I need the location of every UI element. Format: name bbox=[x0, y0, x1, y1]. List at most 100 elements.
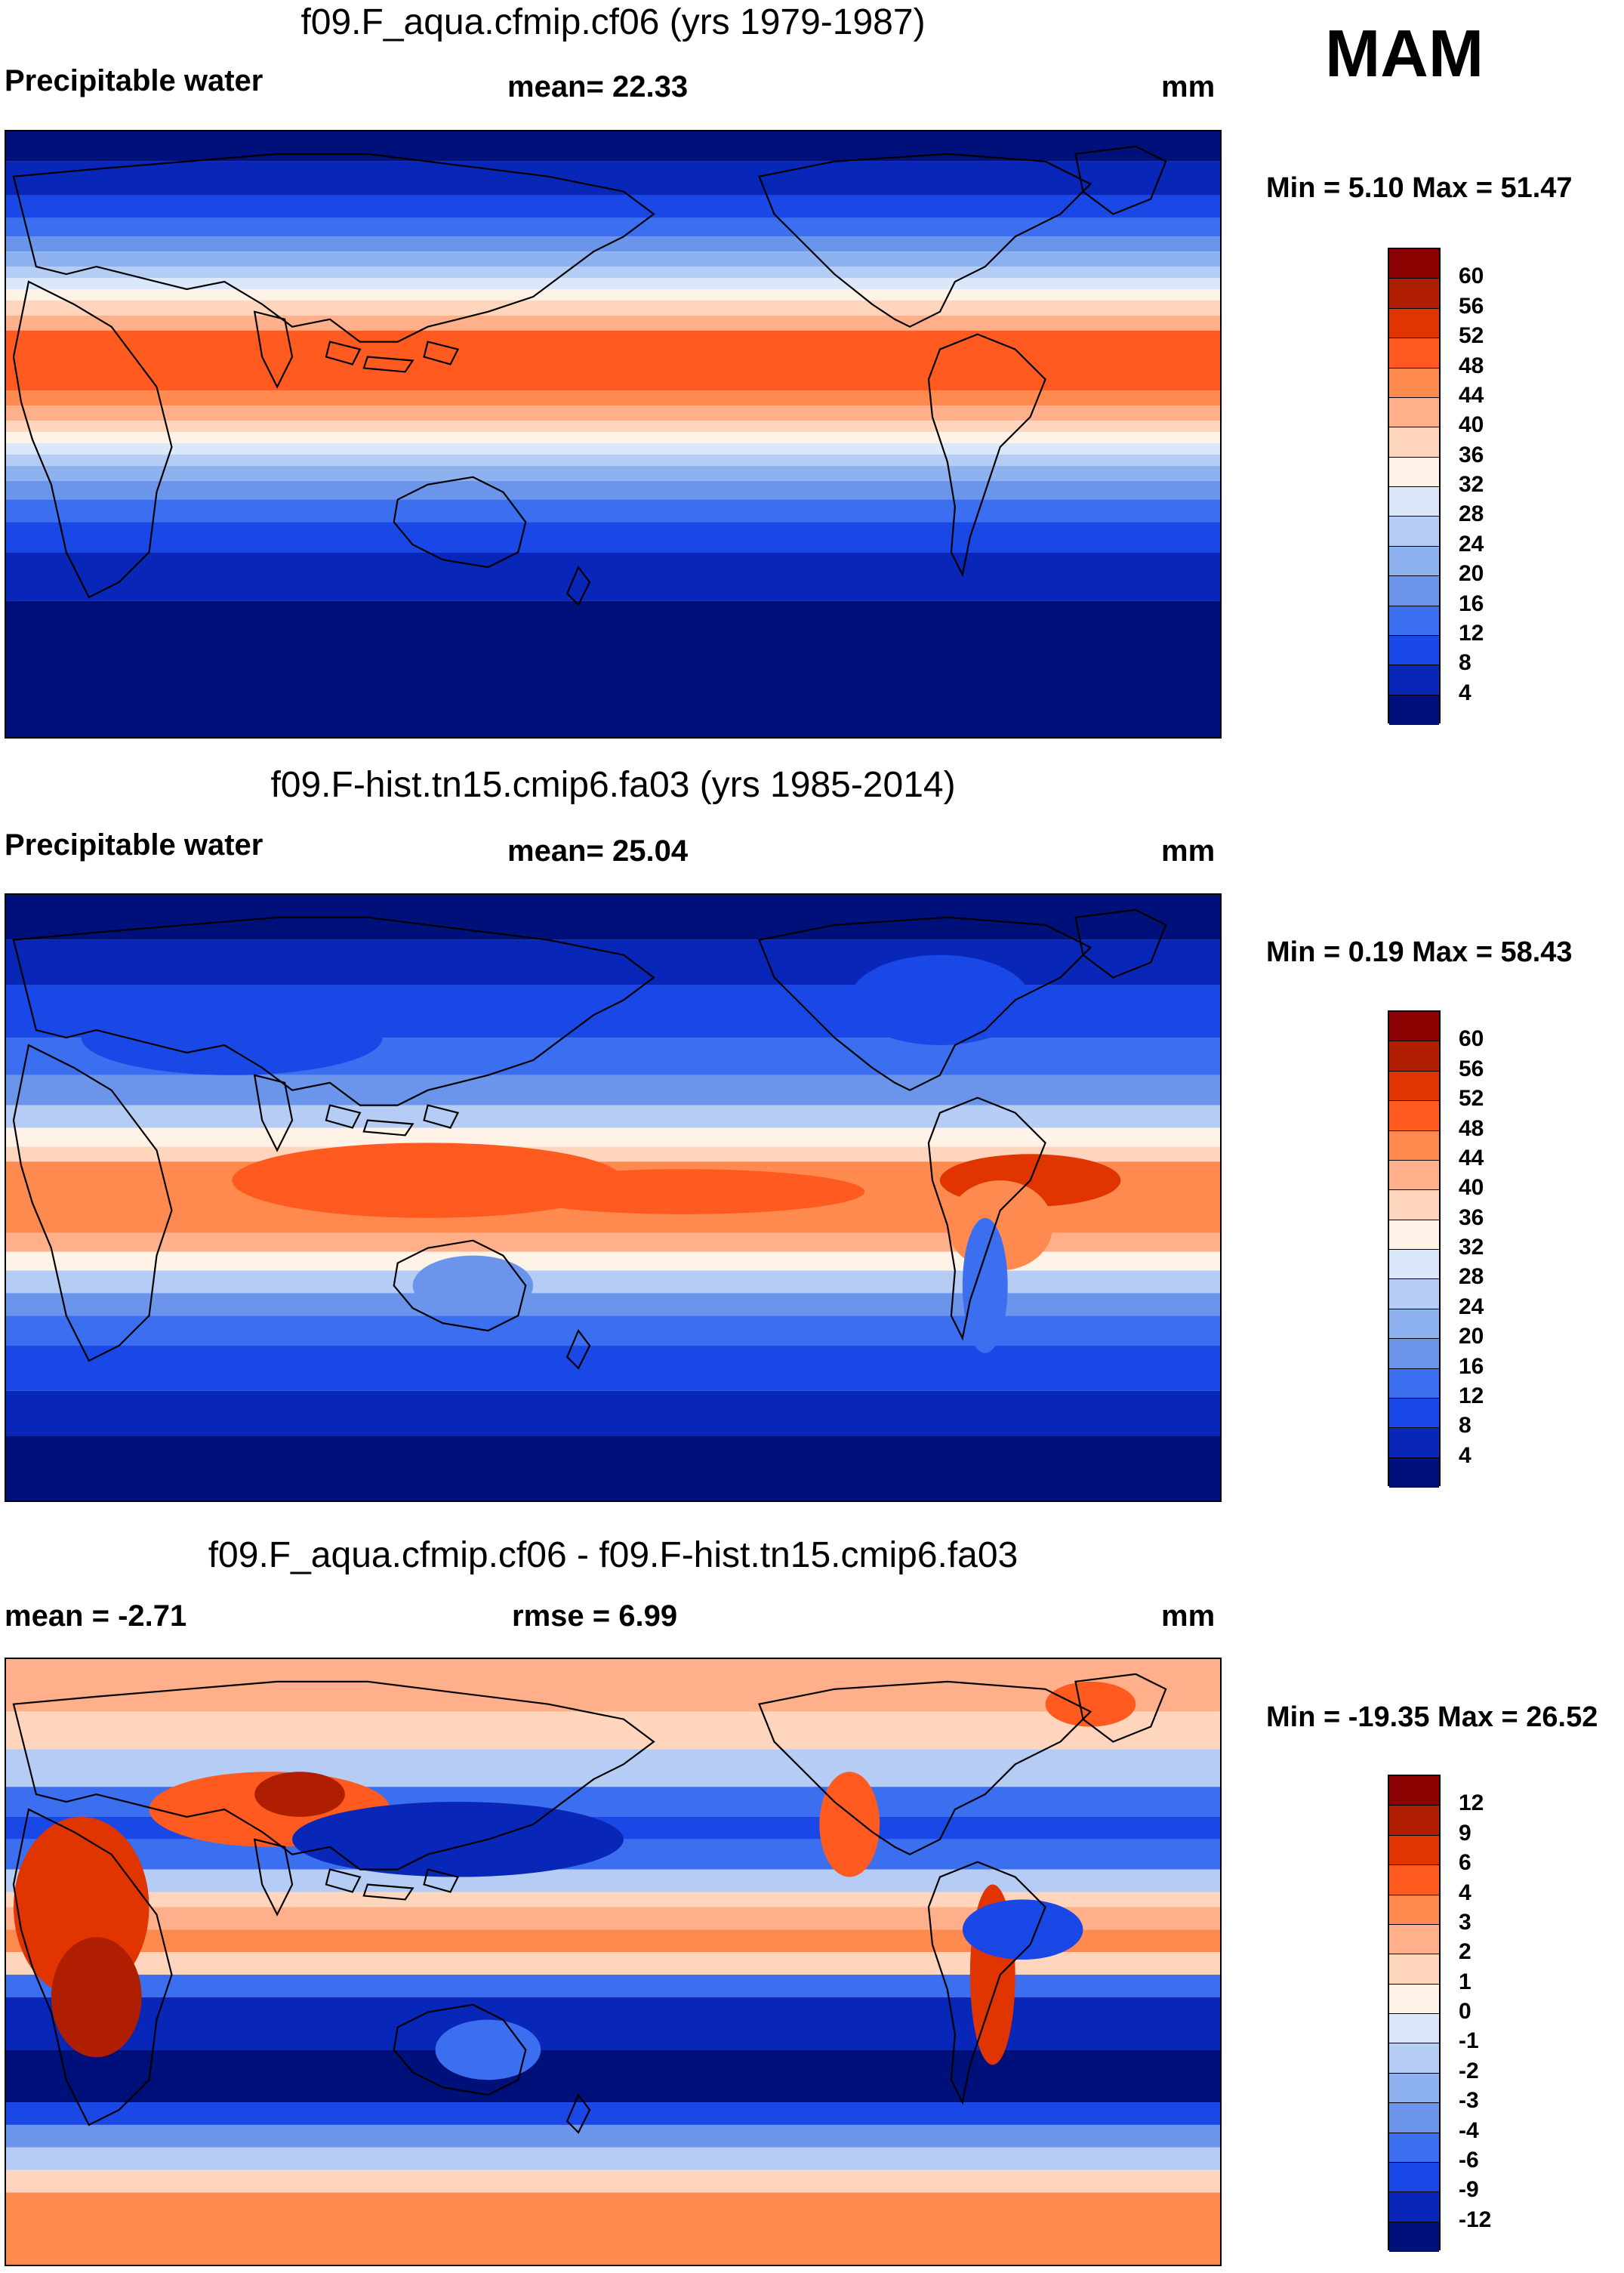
coastline-segment bbox=[565, 2093, 591, 2134]
field-band bbox=[6, 195, 1220, 218]
colorbar-tick-label: -6 bbox=[1459, 2147, 1479, 2173]
coastline-segment bbox=[12, 280, 173, 599]
colorbar-tick-label: 20 bbox=[1459, 561, 1484, 587]
coastline-segment bbox=[927, 333, 1046, 578]
colorbar-tick-label: -9 bbox=[1459, 2177, 1479, 2203]
field-band bbox=[6, 895, 1220, 940]
colorbar-swatch bbox=[1389, 1041, 1439, 1072]
colorbar-swatch bbox=[1389, 338, 1439, 369]
colorbar-swatch bbox=[1389, 517, 1439, 547]
field-band bbox=[6, 1105, 1220, 1128]
colorbar-swatch bbox=[1389, 1954, 1439, 1985]
field-band bbox=[6, 267, 1220, 279]
colorbar-swatch bbox=[1389, 279, 1439, 309]
field-band bbox=[6, 499, 1220, 523]
colorbar-tick-label: -2 bbox=[1459, 2058, 1479, 2083]
field-band bbox=[6, 465, 1220, 481]
colorbar-swatch bbox=[1389, 1130, 1439, 1161]
field-band bbox=[6, 480, 1220, 500]
field-band bbox=[6, 236, 1220, 252]
field-band bbox=[6, 406, 1220, 421]
field-band bbox=[6, 217, 1220, 237]
field-band bbox=[6, 2147, 1220, 2170]
panel-3-unit: mm bbox=[1161, 1599, 1216, 1633]
colorbar-tick-label: 24 bbox=[1459, 531, 1484, 557]
field-anomaly bbox=[254, 1772, 345, 1817]
colorbar-swatch bbox=[1389, 1398, 1439, 1429]
field-band bbox=[6, 552, 1220, 601]
panel-3-field bbox=[6, 1659, 1220, 2265]
colorbar-tick-label: 2 bbox=[1459, 1939, 1471, 1965]
panel-1-minmax: Min = 5.10 Max = 51.47 bbox=[1266, 172, 1573, 204]
colorbar-tick-label: 32 bbox=[1459, 1235, 1484, 1260]
colorbar-swatch bbox=[1389, 576, 1439, 606]
field-band bbox=[6, 2124, 1220, 2148]
colorbar-tick-label: 56 bbox=[1459, 1056, 1484, 1081]
coastline-segment bbox=[423, 341, 460, 365]
field-band bbox=[6, 1127, 1220, 1147]
colorbar-tick-label: 16 bbox=[1459, 1353, 1484, 1379]
panel-3-title: f09.F_aqua.cfmip.cf06 - f09.F-hist.tn15.… bbox=[208, 1535, 1018, 1575]
coastline-segment bbox=[393, 2003, 527, 2096]
colorbar-tick-label: 36 bbox=[1459, 442, 1484, 467]
panel-1-field bbox=[6, 131, 1220, 737]
coastline-segment bbox=[253, 310, 294, 389]
colorbar-swatch bbox=[1389, 2043, 1439, 2074]
field-band bbox=[6, 600, 1220, 737]
field-band bbox=[6, 131, 1220, 162]
colorbar-tick-label: 8 bbox=[1459, 650, 1471, 676]
colorbar-tick-label: 4 bbox=[1459, 1880, 1471, 1905]
colorbar-swatch bbox=[1389, 457, 1439, 487]
panel-1-mean-label: mean= 22.33 bbox=[507, 70, 689, 103]
colorbar-swatch bbox=[1389, 1339, 1439, 1369]
colorbar-swatch bbox=[1389, 487, 1439, 517]
coastline-segment bbox=[12, 153, 655, 343]
field-band bbox=[6, 1390, 1220, 1436]
colorbar-tick-label: 32 bbox=[1459, 472, 1484, 497]
coastline-segment bbox=[1074, 145, 1167, 215]
colorbar-swatch bbox=[1389, 1220, 1439, 1250]
field-band bbox=[6, 1997, 1220, 2050]
colorbar-swatch bbox=[1389, 546, 1439, 577]
colorbar-tick-label: 9 bbox=[1459, 1820, 1471, 1846]
panel-1-title: f09.F_aqua.cfmip.cf06 (yrs 1979-1987) bbox=[300, 2, 926, 42]
coastline-segment bbox=[758, 916, 1092, 1091]
field-band bbox=[6, 443, 1220, 455]
colorbar-tick-label: 0 bbox=[1459, 1999, 1471, 2024]
coastline-segment bbox=[12, 1044, 173, 1362]
coastline-segment bbox=[325, 1868, 362, 1893]
colorbar-swatch bbox=[1389, 635, 1439, 666]
field-band bbox=[6, 1315, 1220, 1346]
field-band bbox=[6, 522, 1220, 553]
colorbar-swatch bbox=[1389, 2222, 1439, 2252]
field-anomaly bbox=[412, 1255, 534, 1316]
coastlines bbox=[12, 908, 1167, 1370]
field-band bbox=[6, 1711, 1220, 1750]
field-band bbox=[6, 1869, 1220, 1892]
panel-2-colorbar bbox=[1388, 1010, 1441, 1488]
colorbar-tick-label: -4 bbox=[1459, 2117, 1479, 2143]
field-anomaly bbox=[849, 955, 1031, 1046]
panel-2-map bbox=[5, 893, 1222, 1502]
colorbar-tick-label: 52 bbox=[1459, 323, 1484, 349]
panel-2-mean-label: mean= 25.04 bbox=[507, 834, 689, 868]
colorbar-tick-label: 60 bbox=[1459, 1026, 1484, 1052]
coastline-segment bbox=[362, 356, 414, 373]
colorbar-swatch bbox=[1389, 2192, 1439, 2222]
coastline-segment bbox=[565, 565, 591, 606]
coastline-segment bbox=[253, 1074, 294, 1152]
colorbar-tick-label: -12 bbox=[1459, 2207, 1492, 2232]
season-label: MAM bbox=[1325, 16, 1484, 91]
field-band bbox=[6, 288, 1220, 301]
field-band bbox=[6, 1892, 1220, 1908]
colorbar-swatch bbox=[1389, 368, 1439, 398]
colorbar-swatch bbox=[1389, 1250, 1439, 1280]
colorbar-swatch bbox=[1389, 1190, 1439, 1220]
field-band bbox=[6, 1749, 1220, 1787]
field-band bbox=[6, 1075, 1220, 1106]
field-band bbox=[6, 2102, 1220, 2125]
colorbar-tick-label: 40 bbox=[1459, 1175, 1484, 1201]
panel-3-map bbox=[5, 1658, 1222, 2266]
field-anomaly bbox=[292, 1802, 624, 1877]
panel-1-left-label: Precipitable water bbox=[5, 64, 263, 97]
